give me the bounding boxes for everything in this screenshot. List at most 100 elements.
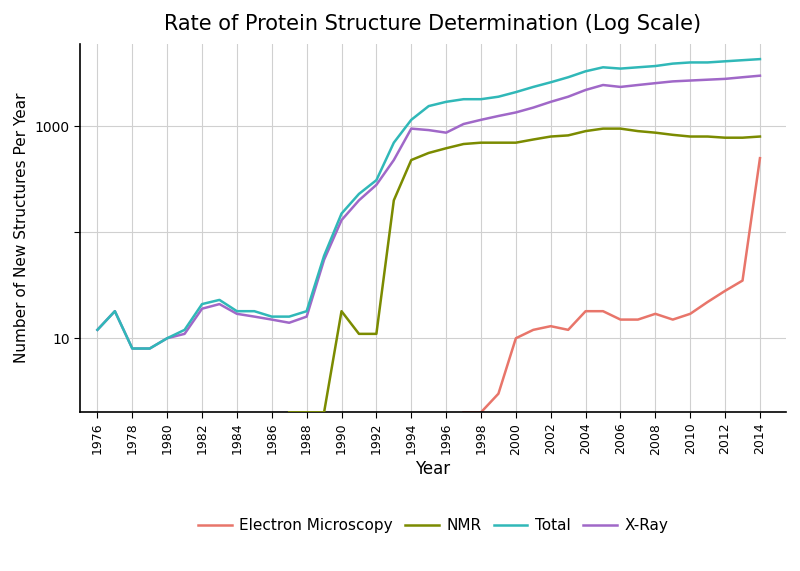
NMR — [616, 125, 626, 132]
X-Ray — [476, 116, 486, 123]
Total — [458, 96, 468, 103]
X-Ray — [546, 98, 555, 105]
Line: Electron Microscopy: Electron Microscopy — [463, 158, 760, 412]
Electron Microscopy — [633, 316, 642, 323]
NMR — [389, 197, 398, 204]
NMR — [285, 409, 294, 416]
Electron Microscopy — [511, 335, 521, 341]
Total — [250, 308, 259, 315]
NMR — [720, 134, 730, 141]
NMR — [424, 150, 434, 156]
Electron Microscopy — [650, 311, 660, 317]
Total — [302, 308, 311, 315]
X-Ray — [162, 335, 172, 341]
Total — [546, 79, 555, 86]
NMR — [598, 125, 608, 132]
Total — [563, 74, 573, 81]
Line: X-Ray: X-Ray — [98, 76, 760, 348]
X-Ray — [406, 125, 416, 132]
Total — [145, 345, 154, 352]
X-Ray — [720, 75, 730, 82]
Total — [738, 57, 747, 63]
Electron Microscopy — [546, 323, 555, 329]
Electron Microscopy — [458, 409, 468, 416]
Electron Microscopy — [668, 316, 678, 323]
NMR — [319, 409, 329, 416]
Total — [232, 308, 242, 315]
X-Ray — [650, 80, 660, 87]
NMR — [546, 133, 555, 140]
X-Ray — [703, 77, 713, 83]
X-Ray — [180, 331, 190, 337]
X-Ray — [633, 82, 642, 89]
NMR — [529, 136, 538, 143]
Total — [198, 301, 207, 308]
Total — [354, 191, 364, 198]
NMR — [354, 331, 364, 337]
X-Ray — [110, 308, 120, 315]
X-Ray — [302, 313, 311, 320]
X-Ray — [198, 305, 207, 312]
X-axis label: Year: Year — [415, 460, 450, 478]
X-Ray — [529, 104, 538, 111]
X-Ray — [738, 74, 747, 81]
X-Ray — [598, 82, 608, 89]
Total — [633, 64, 642, 71]
Total — [581, 68, 590, 75]
NMR — [337, 308, 346, 315]
Title: Rate of Protein Structure Determination (Log Scale): Rate of Protein Structure Determination … — [165, 14, 702, 34]
Electron Microscopy — [529, 327, 538, 333]
Electron Microscopy — [598, 308, 608, 315]
NMR — [442, 145, 451, 152]
X-Ray — [232, 311, 242, 317]
X-Ray — [442, 129, 451, 136]
Total — [337, 210, 346, 217]
X-Ray — [616, 83, 626, 90]
NMR — [650, 129, 660, 136]
NMR — [738, 134, 747, 141]
NMR — [371, 331, 381, 337]
Total — [389, 139, 398, 146]
NMR — [406, 156, 416, 163]
Line: NMR: NMR — [290, 128, 760, 412]
Total — [494, 93, 503, 100]
Electron Microscopy — [703, 299, 713, 305]
Total — [755, 56, 765, 63]
X-Ray — [371, 182, 381, 188]
Total — [319, 252, 329, 259]
Total — [598, 64, 608, 71]
Y-axis label: Number of New Structures Per Year: Number of New Structures Per Year — [14, 93, 29, 363]
X-Ray — [267, 316, 277, 323]
NMR — [686, 133, 695, 140]
Electron Microscopy — [563, 327, 573, 333]
X-Ray — [319, 256, 329, 263]
Electron Microscopy — [616, 316, 626, 323]
Total — [110, 308, 120, 315]
Total — [703, 59, 713, 66]
Total — [127, 345, 137, 352]
X-Ray — [511, 109, 521, 116]
X-Ray — [354, 197, 364, 204]
X-Ray — [337, 217, 346, 224]
Total — [616, 65, 626, 72]
Electron Microscopy — [476, 409, 486, 416]
X-Ray — [668, 78, 678, 85]
Total — [371, 177, 381, 184]
Electron Microscopy — [494, 390, 503, 397]
X-Ray — [581, 87, 590, 94]
Total — [686, 59, 695, 66]
NMR — [581, 128, 590, 135]
Total — [424, 103, 434, 110]
X-Ray — [214, 301, 224, 308]
Total — [162, 335, 172, 341]
X-Ray — [755, 73, 765, 79]
X-Ray — [458, 120, 468, 127]
Total — [285, 313, 294, 320]
Electron Microscopy — [720, 287, 730, 294]
Total — [442, 98, 451, 105]
X-Ray — [494, 112, 503, 119]
Electron Microscopy — [738, 277, 747, 284]
NMR — [563, 132, 573, 139]
Total — [529, 83, 538, 90]
X-Ray — [127, 345, 137, 352]
